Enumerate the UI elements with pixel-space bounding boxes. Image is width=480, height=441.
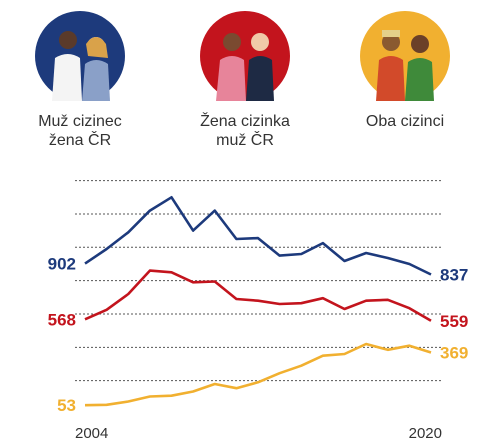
icon-mixed-female — [200, 11, 290, 101]
legend-label: Žena cizinka muž ČR — [200, 113, 290, 149]
end-value-label: 837 — [440, 265, 468, 284]
start-value-label: 902 — [48, 255, 76, 274]
x-tick-label: 2004 — [75, 425, 108, 441]
end-value-label: 559 — [440, 312, 468, 331]
end-value-label: 369 — [440, 343, 468, 362]
series-line — [84, 269, 432, 322]
icon-mixed-male — [35, 11, 125, 101]
start-value-label: 568 — [48, 310, 76, 329]
series-line — [84, 196, 432, 276]
x-tick-label: 2020 — [409, 425, 442, 441]
icon-both-foreign — [360, 11, 450, 101]
series-line — [84, 342, 432, 407]
legend-label: Muž cizinec žena ČR — [38, 113, 122, 149]
legend-label: Oba cizinci — [365, 113, 445, 130]
start-value-label: 53 — [57, 396, 76, 415]
